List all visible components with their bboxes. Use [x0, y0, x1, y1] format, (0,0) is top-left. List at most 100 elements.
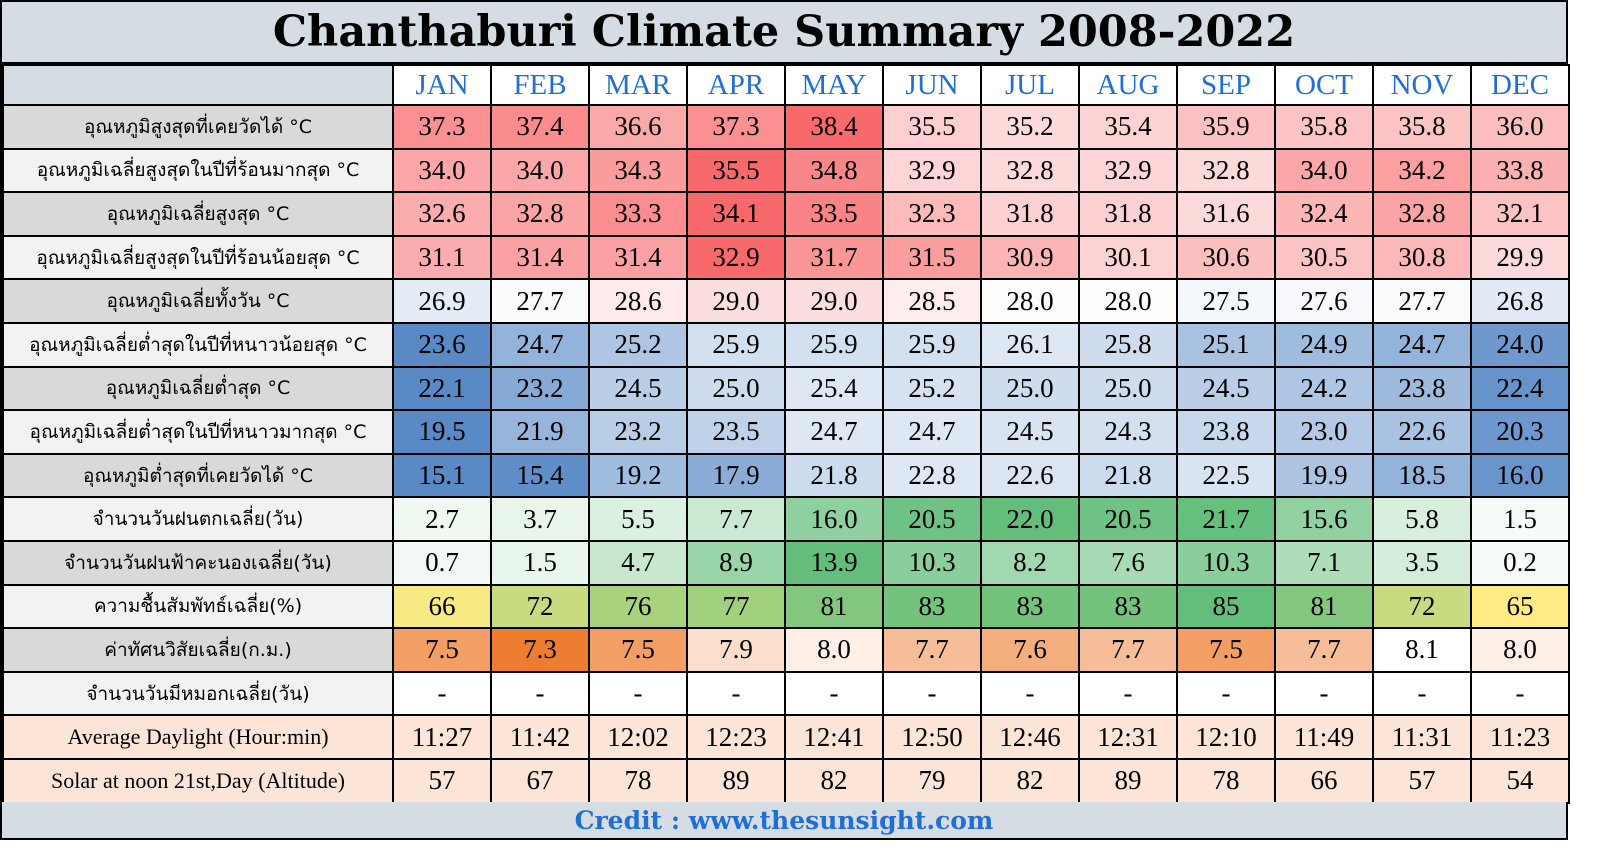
value-cell-aug: 30.1 [1078, 234, 1178, 281]
value-cell-jun: 20.5 [882, 496, 982, 542]
month-header-apr: APR [686, 64, 786, 106]
table-row: อุณหภูมิเฉลี่ยสูงสุดในปีที่ร้อนน้อยสุด °… [2, 234, 1570, 281]
value-cell-feb: 23.2 [490, 365, 590, 412]
value-cell-jan: 23.6 [392, 321, 492, 368]
value-cell-nov: 72 [1372, 583, 1472, 630]
value-cell-aug: 12:31 [1078, 714, 1178, 760]
value-cell-aug: 7.7 [1078, 627, 1178, 673]
value-cell-jun: 79 [882, 757, 982, 804]
value-cell-feb: 37.4 [490, 104, 590, 150]
value-cell-may: - [784, 670, 884, 717]
value-cell-jun: 25.9 [882, 321, 982, 368]
value-cell-apr: 8.9 [686, 539, 786, 586]
value-cell-dec: 32.1 [1470, 191, 1570, 237]
value-cell-dec: 22.4 [1470, 365, 1570, 412]
value-cell-apr: 7.7 [686, 496, 786, 542]
value-cell-mar: 33.3 [588, 191, 688, 237]
month-header-row: JAN FEB MAR APR MAY JUN JUL AUG SEP OCT NOV DEC [2, 64, 1570, 106]
table-row: ความชื้นสัมพัทธ์เฉลี่ย(%) 66 72 76 77 81 83 83 8… [2, 583, 1570, 630]
table-row: อุณหภูมิเฉลี่ยต่ำสุดในปีที่หนาวมากสุด °C… [2, 409, 1570, 455]
value-cell-dec: 54 [1470, 757, 1570, 804]
value-cell-mar: 12:02 [588, 714, 688, 760]
table-row: Solar at noon 21st,Day (Altitude) 57 67 78 8… [2, 757, 1570, 804]
value-cell-may: 25.4 [784, 365, 884, 412]
value-cell-aug: 7.6 [1078, 539, 1178, 586]
table-row: อุณหภูมิเฉลี่ยต่ำสุด °C 22.1 23.2 24.5 25.0 2… [2, 365, 1570, 412]
table-row: จำนวนวันฝนตกเฉลี่ย(วัน) 2.7 3.7 5.5 7.7 16.0 2… [2, 496, 1570, 542]
value-cell-jan: 37.3 [392, 104, 492, 150]
value-cell-jan: 34.0 [392, 147, 492, 194]
value-cell-jul: 35.2 [980, 104, 1080, 150]
value-cell-jul: 32.8 [980, 147, 1080, 194]
value-cell-jul: 7.6 [980, 627, 1080, 673]
value-cell-nov: 18.5 [1372, 452, 1472, 499]
value-cell-may: 31.7 [784, 234, 884, 281]
table-row: อุณหภูมิเฉลี่ยทั้งวัน °C 26.9 27.7 28.6 29.0… [2, 278, 1570, 324]
value-cell-apr: 7.9 [686, 627, 786, 673]
credit-line: Credit : www.thesunsight.com [2, 802, 1566, 838]
value-cell-jun: 22.8 [882, 452, 982, 499]
value-cell-jun: 7.7 [882, 627, 982, 673]
value-cell-oct: 32.4 [1274, 191, 1374, 237]
value-cell-apr: 25.9 [686, 321, 786, 368]
value-cell-sep: 22.5 [1176, 452, 1276, 499]
table-row: Average Daylight (Hour:min) 11:27 11:42 12:… [2, 714, 1570, 760]
value-cell-jun: 25.2 [882, 365, 982, 412]
value-cell-aug: 24.3 [1078, 409, 1178, 455]
value-cell-apr: 34.1 [686, 191, 786, 237]
row-label: ค่าทัศนวิสัยเฉลี่ย(ก.ม.) [2, 627, 394, 673]
value-cell-jun: 28.5 [882, 278, 982, 324]
value-cell-feb: 67 [490, 757, 590, 804]
value-cell-apr: 17.9 [686, 452, 786, 499]
value-cell-jun: 32.3 [882, 191, 982, 237]
value-cell-nov: 32.8 [1372, 191, 1472, 237]
value-cell-mar: 7.5 [588, 627, 688, 673]
value-cell-jun: 32.9 [882, 147, 982, 194]
month-header-feb: FEB [490, 64, 590, 106]
value-cell-sep: 7.5 [1176, 627, 1276, 673]
value-cell-jan: - [392, 670, 492, 717]
value-cell-apr: 12:23 [686, 714, 786, 760]
value-cell-dec: 33.8 [1470, 147, 1570, 194]
value-cell-may: 16.0 [784, 496, 884, 542]
value-cell-oct: 7.1 [1274, 539, 1374, 586]
month-header-dec: DEC [1470, 64, 1570, 106]
value-cell-may: 34.8 [784, 147, 884, 194]
value-cell-mar: 19.2 [588, 452, 688, 499]
value-cell-aug: 21.8 [1078, 452, 1178, 499]
value-cell-apr: - [686, 670, 786, 717]
value-cell-apr: 29.0 [686, 278, 786, 324]
value-cell-jan: 26.9 [392, 278, 492, 324]
month-header-jun: JUN [882, 64, 982, 106]
value-cell-dec: 26.8 [1470, 278, 1570, 324]
value-cell-may: 82 [784, 757, 884, 804]
value-cell-jul: 8.2 [980, 539, 1080, 586]
value-cell-feb: 3.7 [490, 496, 590, 542]
value-cell-oct: 19.9 [1274, 452, 1374, 499]
month-header-mar: MAR [588, 64, 688, 106]
value-cell-jul: 26.1 [980, 321, 1080, 368]
row-label: อุณหภูมิเฉลี่ยทั้งวัน °C [2, 278, 394, 324]
value-cell-jul: 22.6 [980, 452, 1080, 499]
table-row: อุณหภูมิต่ำสุดที่เคยวัดได้ °C 15.1 15.4 19.… [2, 452, 1570, 499]
value-cell-mar: 25.2 [588, 321, 688, 368]
value-cell-mar: 31.4 [588, 234, 688, 281]
row-label: อุณหภูมิต่ำสุดที่เคยวัดได้ °C [2, 452, 394, 499]
value-cell-jul: 83 [980, 583, 1080, 630]
value-cell-mar: 4.7 [588, 539, 688, 586]
row-label: ความชื้นสัมพัทธ์เฉลี่ย(%) [2, 583, 394, 630]
value-cell-oct: - [1274, 670, 1374, 717]
value-cell-nov: 27.7 [1372, 278, 1472, 324]
table-body: อุณหภูมิสูงสุดที่เคยวัดได้ °C 37.3 37.4 36.… [2, 104, 1570, 804]
header-corner-cell [2, 64, 394, 106]
value-cell-jan: 11:27 [392, 714, 492, 760]
value-cell-aug: 31.8 [1078, 191, 1178, 237]
value-cell-may: 21.8 [784, 452, 884, 499]
value-cell-jun: 24.7 [882, 409, 982, 455]
table-row: อุณหภูมิสูงสุดที่เคยวัดได้ °C 37.3 37.4 36.… [2, 104, 1570, 150]
value-cell-sep: 25.1 [1176, 321, 1276, 368]
value-cell-jan: 31.1 [392, 234, 492, 281]
row-label: อุณหภูมิสูงสุดที่เคยวัดได้ °C [2, 104, 394, 150]
table-row: ค่าทัศนวิสัยเฉลี่ย(ก.ม.) 7.5 7.3 7.5 7.9 8.0 7… [2, 627, 1570, 673]
value-cell-oct: 24.9 [1274, 321, 1374, 368]
